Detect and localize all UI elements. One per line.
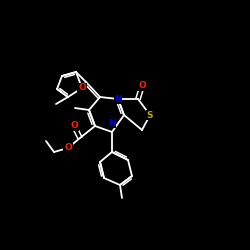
- Text: N: N: [108, 118, 116, 128]
- Text: S: S: [147, 110, 153, 120]
- Text: O: O: [138, 82, 146, 90]
- Text: O: O: [78, 84, 86, 92]
- Text: O: O: [70, 122, 78, 130]
- Text: O: O: [64, 144, 72, 152]
- Text: N: N: [114, 94, 122, 104]
